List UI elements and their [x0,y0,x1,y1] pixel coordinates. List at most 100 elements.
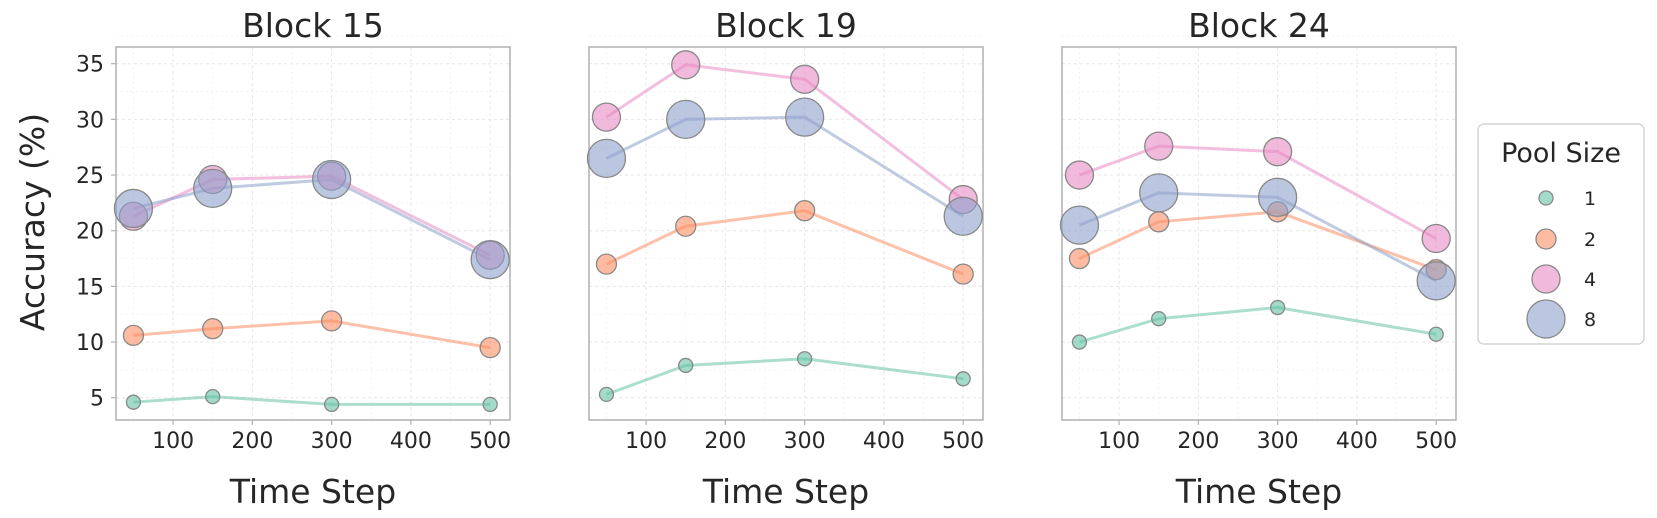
x-tick-label: 100 [625,429,667,454]
y-tick-label: 15 [76,275,104,300]
data-point-pool-4 [1144,131,1174,161]
data-point-pool-8 [1139,173,1179,213]
data-point-pool-2 [1148,211,1170,233]
y-tick-label: 5 [90,387,104,412]
series-line-pool-1 [605,357,964,396]
series-line-pool-8 [133,177,491,262]
data-point-pool-1 [1269,299,1286,316]
data-point-pool-8 [1059,205,1100,245]
data-point-pool-1 [482,396,498,413]
series-line-pool-8 [605,115,964,218]
x-tick-label: 500 [469,429,511,454]
data-point-pool-2 [1068,247,1091,270]
data-point-pool-1 [1071,334,1088,350]
series-line-pool-4 [605,63,965,201]
data-point-pool-2 [479,336,501,359]
legend: Pool Size 1 2 4 8 [1477,123,1645,345]
x-tick-label: 300 [784,429,826,454]
data-point-pool-1 [125,394,142,410]
series-line-pool-2 [133,319,491,350]
data-point-pool-4 [671,50,701,80]
panel-2: Block 19 100 200 300 400 500 Time Step [586,6,984,511]
data-point-pool-4 [1064,160,1095,190]
legend-frame [1477,123,1645,345]
data-point-pool-2 [952,263,974,285]
y-tick-label: 20 [76,220,104,245]
series-line-pool-4 [132,174,491,257]
x-tick-label: 300 [311,429,353,454]
x-tick-label: 400 [863,429,905,454]
x-tick-label: 500 [1415,429,1457,454]
data-point-pool-8 [1257,177,1298,217]
data-point-pool-4 [1421,223,1451,254]
legend-label: 1 [1584,188,1596,210]
x-axis-label: Time Step [1175,472,1342,511]
plot-frame [588,46,984,421]
data-point-pool-1 [598,386,615,403]
x-tick-label: 200 [231,429,273,454]
x-axis-label: Time Step [702,472,869,511]
legend-marker-pool-2 [1535,228,1557,250]
data-point-pool-2 [675,215,697,237]
data-point-pool-8 [784,97,825,137]
data-point-pool-4 [789,64,820,94]
data-point-pool-2 [595,253,618,275]
series-line-pool-1 [1079,306,1437,344]
legend-label: 2 [1584,229,1596,251]
y-axis-label: Accuracy (%) [13,113,52,331]
y-tick-label: 30 [76,108,104,133]
x-tick-label: 200 [704,429,746,454]
data-point-pool-8 [666,99,706,140]
legend-title: Pool Size [1501,138,1621,169]
y-tick-label: 10 [76,331,104,356]
data-point-pool-8 [193,168,233,209]
data-point-pool-2 [122,324,145,347]
panel-title: Block 19 [715,6,857,45]
data-point-pool-1 [955,371,971,387]
data-point-pool-2 [320,310,343,332]
data-point-pool-2 [793,200,816,222]
data-point-pool-8 [586,138,627,178]
panel-3: Block 24 100 200 300 400 500 Time Step [1059,6,1457,511]
data-point-pool-1 [205,388,221,405]
data-point-pool-4 [591,102,622,132]
legend-marker-pool-8 [1526,299,1566,339]
panel-title: Block 24 [1188,6,1330,45]
panel-1: Block 15 100 200 300 400 500 Time Step 5 10 15 20 2… [76,6,511,511]
legend-marker-pool-4 [1531,264,1561,294]
legend-label: 8 [1584,309,1596,331]
data-point-pool-2 [202,318,224,340]
x-tick-label: 400 [390,429,432,454]
plot-frame [115,46,511,421]
x-tick-label: 300 [1257,429,1299,454]
legend-label: 4 [1584,269,1596,291]
y-tick-label: 25 [76,164,104,189]
data-point-pool-4 [1262,137,1293,167]
x-tick-label: 200 [1177,429,1219,454]
panel-title: Block 15 [242,6,384,45]
data-point-pool-8 [1416,261,1456,301]
data-point-pool-8 [470,240,510,280]
data-point-pool-1 [796,351,813,367]
x-tick-label: 500 [942,429,984,454]
legend-marker-pool-1 [1538,190,1554,206]
data-point-pool-1 [1428,326,1444,342]
data-point-pool-8 [311,159,352,200]
series-line-pool-4 [1078,144,1437,240]
series-line-pool-8 [1078,191,1437,283]
data-point-pool-1 [678,357,694,374]
x-tick-label: 400 [1336,429,1378,454]
series-line-pool-1 [133,395,491,406]
x-axis-label: Time Step [229,472,396,511]
series-line-pool-2 [605,209,964,276]
data-point-pool-1 [1151,311,1167,327]
x-tick-label: 100 [152,429,194,454]
data-point-pool-1 [323,396,340,413]
series-line-pool-2 [1078,210,1437,272]
subplot-grid: Block 15 100 200 300 400 500 Time Step 5 10 15 20 2… [76,6,1457,511]
y-tick-label: 35 [76,53,104,78]
x-tick-label: 100 [1098,429,1140,454]
data-point-pool-8 [943,196,983,236]
data-point-pool-8 [113,188,154,229]
